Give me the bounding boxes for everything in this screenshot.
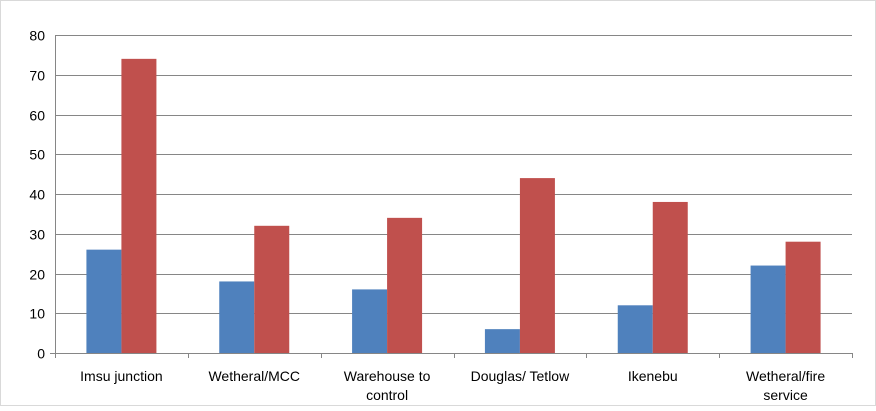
bar-series-1-0: [86, 249, 122, 353]
bar-series-2-2: [387, 217, 423, 353]
y-tick-label: 60: [29, 108, 45, 124]
bars: [86, 58, 821, 353]
bar-series-2-0: [121, 58, 157, 353]
x-tick-label: Warehouse to: [344, 368, 431, 384]
x-tick-label: control: [366, 387, 408, 403]
x-tick-label: Douglas/ Tetlow: [471, 368, 570, 384]
x-tick-label: Imsu junction: [80, 368, 162, 384]
bar-series-1-3: [484, 329, 520, 353]
bar-series-1-2: [352, 289, 388, 353]
x-tick-label: service: [763, 387, 808, 403]
y-tick-label: 80: [29, 28, 45, 44]
y-tick-label: 0: [37, 346, 45, 362]
y-tick-label: 70: [29, 68, 45, 84]
x-tick-labels: Imsu junction Wetheral/MCC Warehouse to con…: [80, 368, 825, 403]
bar-series-1-4: [617, 305, 653, 353]
y-tick-label: 40: [29, 187, 45, 203]
bar-series-2-5: [785, 241, 821, 353]
x-tick-label: Wetheral/fire: [746, 368, 825, 384]
y-tick-label: 20: [29, 267, 45, 283]
bar-series-1-1: [219, 281, 255, 353]
bar-series-2-4: [652, 201, 688, 353]
x-tick-label: Wetheral/MCC: [208, 368, 300, 384]
y-tick-label: 10: [29, 306, 45, 322]
y-tick-label: 30: [29, 227, 45, 243]
axes: [50, 35, 853, 358]
x-tick-label: Ikenebu: [628, 368, 678, 384]
y-tick-label: 50: [29, 147, 45, 163]
bar-series-1-5: [750, 265, 786, 353]
bar-series-2-3: [519, 178, 555, 353]
y-tick-labels: 0 10 20 30 40 50 60 70 80: [29, 28, 45, 362]
bar-series-2-1: [254, 225, 290, 353]
gridlines: [55, 35, 852, 314]
